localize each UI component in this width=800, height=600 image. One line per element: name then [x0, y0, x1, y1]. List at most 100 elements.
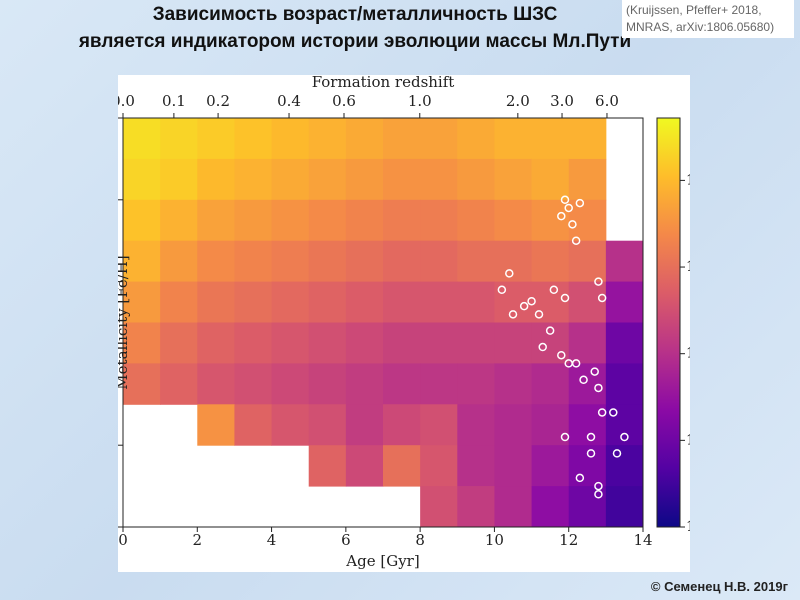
heat-cell: [420, 445, 458, 487]
heat-cell: [531, 240, 570, 283]
heat-cell: [457, 322, 495, 364]
footer: © Семенец Н.В. 2019г: [650, 579, 788, 594]
heat-cell: [420, 281, 458, 323]
cluster-point: [557, 211, 566, 221]
heat-cell: [420, 240, 458, 283]
heat-cell: [531, 199, 570, 242]
heat-cell: [197, 158, 235, 201]
cluster-point: [594, 490, 603, 499]
cluster-point: [527, 296, 536, 306]
heat-cell: [568, 404, 607, 446]
heat-cell: [271, 240, 310, 283]
heat-cell: [271, 158, 310, 201]
y-tick-labels: 0.0 −0.5 −1.0 −1.5 −2.0 −2.5: [118, 108, 119, 535]
heat-cell: [271, 322, 310, 364]
heat-cell: [531, 118, 570, 160]
heat-cell: [308, 240, 347, 283]
heat-cell: [494, 281, 533, 323]
heat-cell: [308, 322, 347, 364]
heat-cell: [308, 445, 347, 487]
x2-tick-label: 0.4: [277, 92, 301, 110]
y-tick-label: −1.0: [118, 272, 119, 290]
heat-cell: [234, 240, 273, 283]
heat-cell: [345, 322, 384, 364]
heat-cell: [160, 240, 198, 283]
cluster-point: [575, 473, 585, 483]
heat-cell: [271, 199, 310, 242]
heat-cell: [308, 199, 347, 242]
heat-cell: [345, 445, 384, 487]
heat-cell: [160, 322, 198, 364]
heat-cell: [160, 199, 198, 242]
heat-cell: [531, 158, 570, 201]
cluster-point: [597, 293, 607, 303]
heat-cell: [420, 363, 458, 405]
x2-tick-label: 2.0: [506, 92, 530, 110]
x-tick-label: 10: [485, 531, 504, 549]
citation-line: (Kruijssen, Pfeffer+ 2018,: [626, 3, 762, 17]
heat-cell: [494, 199, 533, 242]
heat-cell: [494, 363, 533, 405]
heat-cell: [234, 118, 273, 160]
cluster-point: [612, 449, 622, 458]
heat-cell: [457, 445, 495, 487]
heat-cell: [160, 281, 198, 323]
y-tick-label: 0.0: [118, 108, 119, 126]
heat-cell: [531, 404, 570, 446]
heat-cell: [345, 240, 384, 283]
heat-cell: [605, 363, 644, 405]
heat-cell: [308, 118, 347, 160]
cluster-point: [609, 408, 618, 417]
heat-cell: [345, 118, 384, 160]
heat-cell: [271, 118, 310, 160]
plot-frame: [122, 117, 644, 528]
heat-cell: [123, 118, 161, 160]
cluster-point: [545, 326, 555, 335]
cluster-point: [575, 198, 585, 208]
cluster-point: [549, 285, 559, 295]
heat-cell: [605, 445, 644, 487]
heat-cell: [234, 322, 273, 364]
heat-cell: [308, 281, 347, 323]
y-tick-label: −2.0: [118, 435, 119, 453]
heat-cell: [345, 281, 384, 323]
heat-cell: [271, 363, 310, 405]
heat-cell: [605, 404, 644, 446]
cluster-point: [497, 285, 507, 295]
heat-cell: [457, 363, 495, 405]
cluster-point: [519, 301, 529, 311]
x2-axis-label: Formation redshift: [312, 75, 455, 91]
colorbar-tick-label: 10⁷: [686, 432, 690, 448]
cluster-point: [597, 408, 607, 417]
x2-tick-label: 0.0: [118, 92, 135, 110]
heat-cell: [160, 363, 198, 405]
x2-tick-label: 0.6: [332, 92, 356, 110]
cluster-point: [560, 293, 570, 303]
heat-cell: [160, 118, 198, 160]
x-tick-label: 0: [118, 531, 128, 549]
y-tick-label: −0.5: [118, 190, 119, 208]
heat-cell: [345, 404, 384, 446]
title-line: является индикатором истории эволюции ма…: [78, 31, 632, 52]
cluster-point: [571, 236, 581, 245]
x-tick-label: 12: [559, 531, 578, 549]
x2-tick-label: 1.0: [408, 92, 432, 110]
heat-cell: [197, 281, 235, 323]
heat-cell: [494, 322, 533, 364]
heat-cell: [568, 118, 607, 160]
heat-cell: [494, 445, 533, 487]
heat-cell: [383, 322, 421, 364]
citation: (Kruijssen, Pfeffer+ 2018, MNRAS, arXiv:…: [622, 0, 794, 38]
heat-cell: [420, 118, 458, 160]
heat-cell: [383, 158, 421, 201]
heat-cell: [383, 118, 421, 160]
heat-cell: [345, 363, 384, 405]
cluster-point: [579, 375, 588, 385]
heat-cell: [271, 281, 310, 323]
x-tick-label: 8: [415, 531, 425, 549]
colorbar-tick-label: 10⁸: [686, 346, 690, 362]
cluster-point: [538, 342, 547, 352]
y-tick-label: −2.5: [118, 517, 119, 535]
cluster-point: [505, 269, 514, 278]
